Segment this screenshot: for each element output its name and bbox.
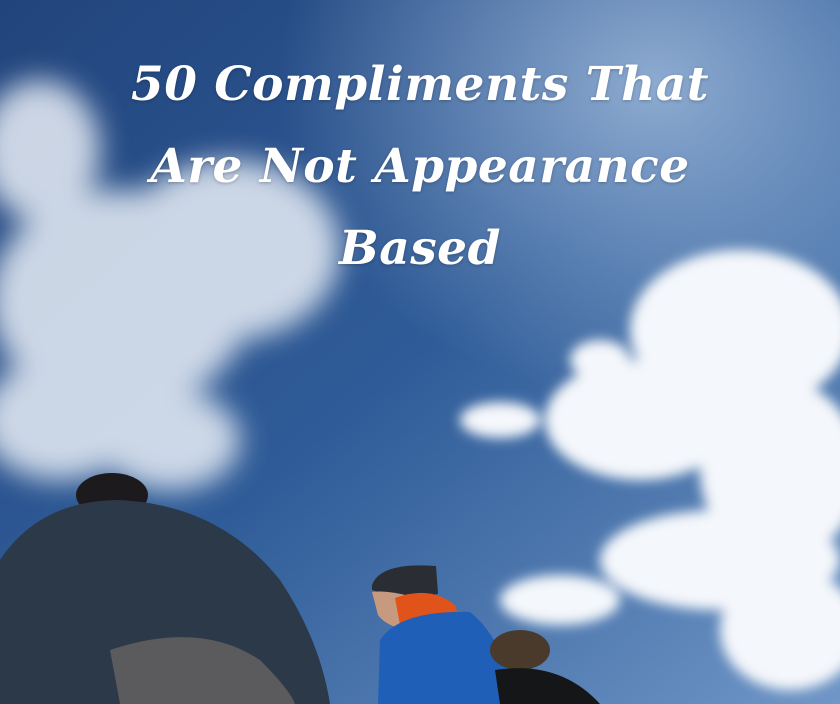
person-left-silhouette xyxy=(0,473,330,704)
title-line-2: Are Not Appearance xyxy=(150,139,690,194)
title-line-3: Based xyxy=(339,221,501,276)
headline-title: 50 Compliments That Are Not Appearance B… xyxy=(0,44,840,290)
person-blue-jacket xyxy=(372,565,515,704)
clouds-left xyxy=(0,80,340,490)
clouds-right xyxy=(460,250,840,690)
person-right-dark xyxy=(490,630,600,704)
title-line-1: 50 Compliments That xyxy=(131,57,709,112)
